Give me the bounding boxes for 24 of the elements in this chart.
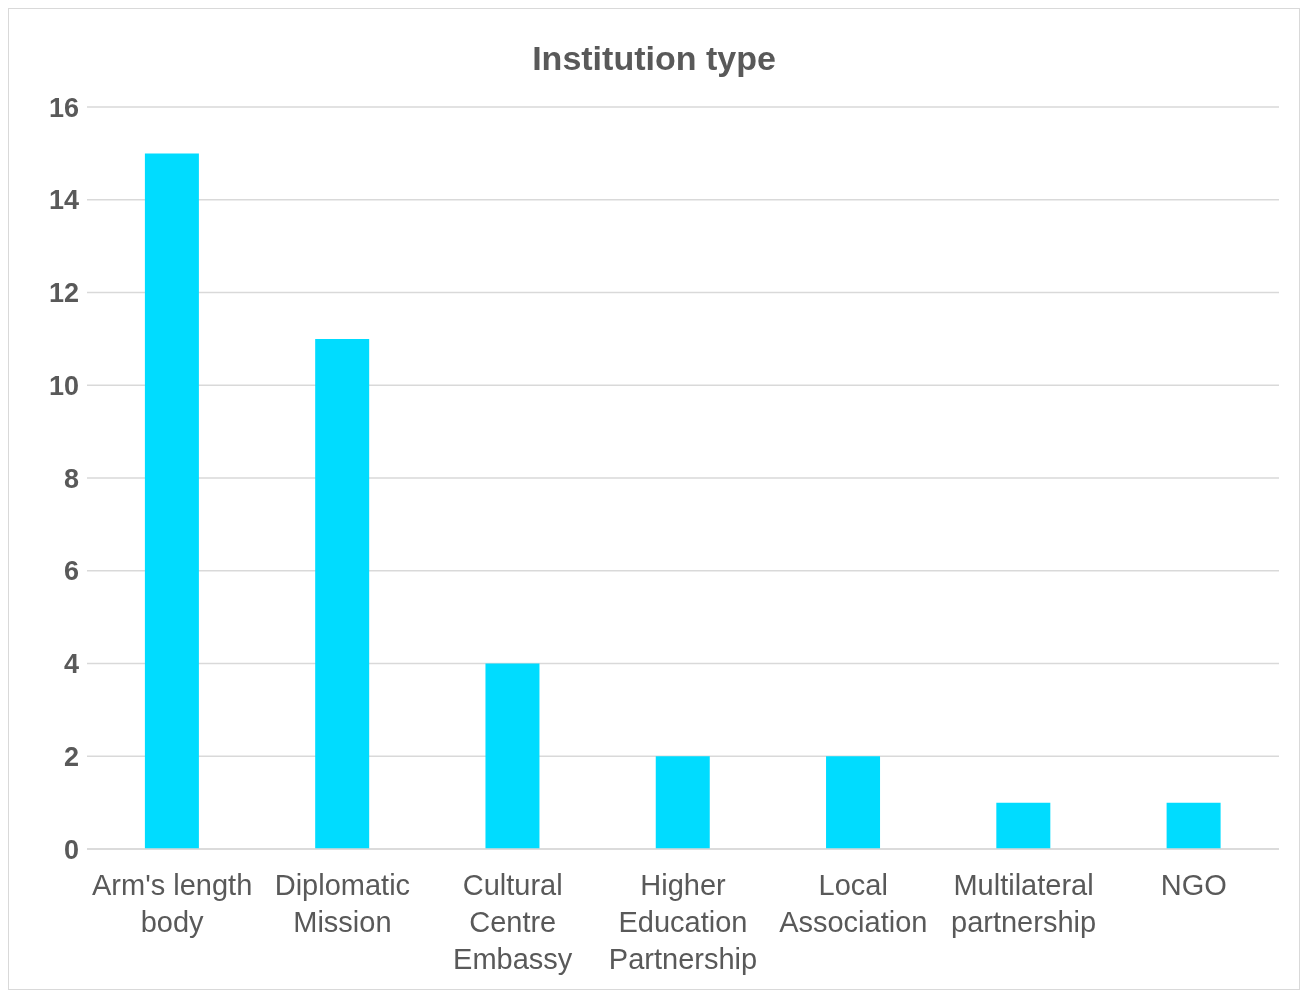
y-tick-label: 8 (63, 463, 79, 494)
x-tick-label: Arm's length body (92, 869, 253, 938)
bar (485, 663, 540, 849)
x-tick-label: NGO (1160, 869, 1227, 901)
y-tick-label: 2 (63, 741, 79, 772)
y-tick-label: 14 (48, 185, 79, 216)
bar (655, 756, 710, 849)
y-tick-label: 16 (48, 92, 79, 123)
y-tick-label: 12 (48, 278, 79, 309)
y-tick-label: 10 (48, 370, 79, 401)
bar (826, 756, 881, 849)
y-tick-label: 4 (63, 649, 79, 680)
x-tick-label: Multilateral partnership (951, 869, 1097, 938)
x-tick-label: Diplomatic Mission (274, 869, 411, 938)
bar (315, 338, 370, 849)
x-tick-label: Higher Education Partnership (608, 869, 758, 975)
x-tick-label: Cultural Centre Embassy (453, 869, 573, 975)
y-tick-label: 6 (63, 556, 79, 587)
y-tick-label: 0 (63, 834, 79, 865)
chart-title: Institution type (531, 39, 777, 78)
bar (996, 802, 1051, 849)
bar (1166, 802, 1221, 849)
x-tick-label: Local Association (779, 869, 928, 938)
bar (144, 153, 199, 849)
